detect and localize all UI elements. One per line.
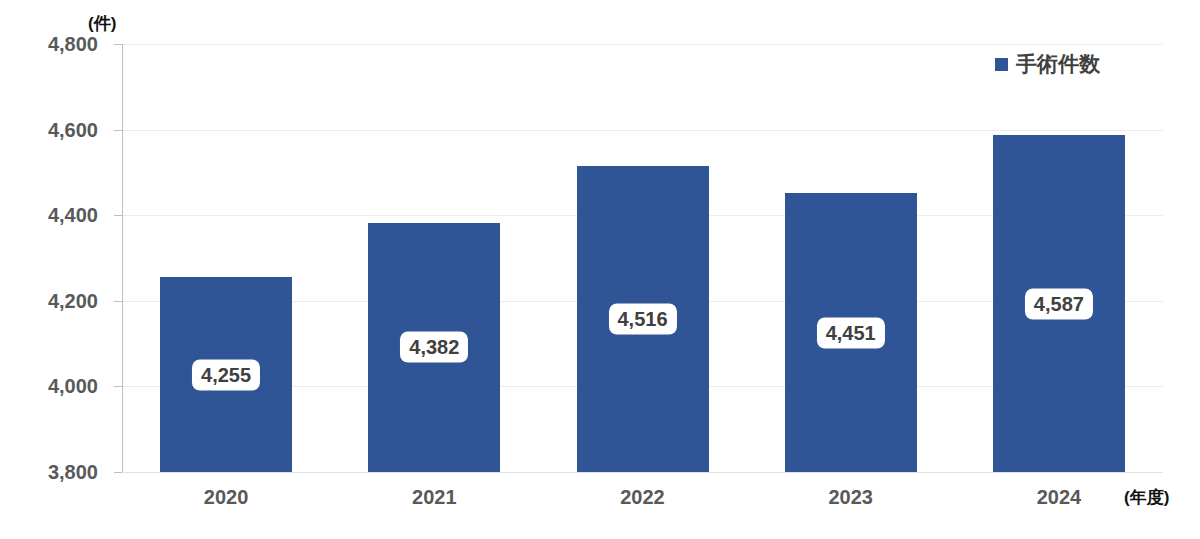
data-label-2021: 4,382 [400,332,468,363]
y-axis-tick-label: 3,800 [0,460,98,484]
data-label-2023: 4,451 [817,317,885,348]
legend-label: 手術件数 [1016,53,1100,75]
y-axis-tick [114,44,122,45]
data-label-2024: 4,587 [1025,288,1093,319]
y-axis-tick [114,215,122,216]
data-label-2020: 4,255 [192,359,260,390]
y-axis-line [122,44,123,472]
y-axis-tick [114,130,122,131]
gridline [122,44,1163,45]
x-axis-tick-label: 2023 [828,486,873,509]
data-label-2022: 4,516 [608,303,676,334]
y-axis-tick-label: 4,600 [0,118,98,142]
y-axis-tick [114,301,122,302]
y-axis-tick-label: 4,000 [0,374,98,398]
y-axis-tick-label: 4,800 [0,32,98,56]
x-axis-tick-label: 2024 [1037,486,1082,509]
y-axis-tick [114,472,122,473]
gridline [122,130,1163,131]
surgery-count-bar-chart: (件) 手術件数 (年度) 3,8004,0004,2004,4004,6004… [0,0,1200,539]
x-axis-tick-label: 2020 [204,486,249,509]
y-axis-tick-label: 4,400 [0,203,98,227]
gridline [122,472,1163,473]
x-axis-tick-label: 2022 [620,486,665,509]
x-axis-tick-label: 2021 [412,486,457,509]
x-axis-unit-label: (年度) [1124,486,1169,509]
legend: 手術件数 [995,53,1100,75]
legend-color-swatch [995,58,1008,71]
y-axis-tick [114,386,122,387]
y-axis-tick-label: 4,200 [0,289,98,313]
